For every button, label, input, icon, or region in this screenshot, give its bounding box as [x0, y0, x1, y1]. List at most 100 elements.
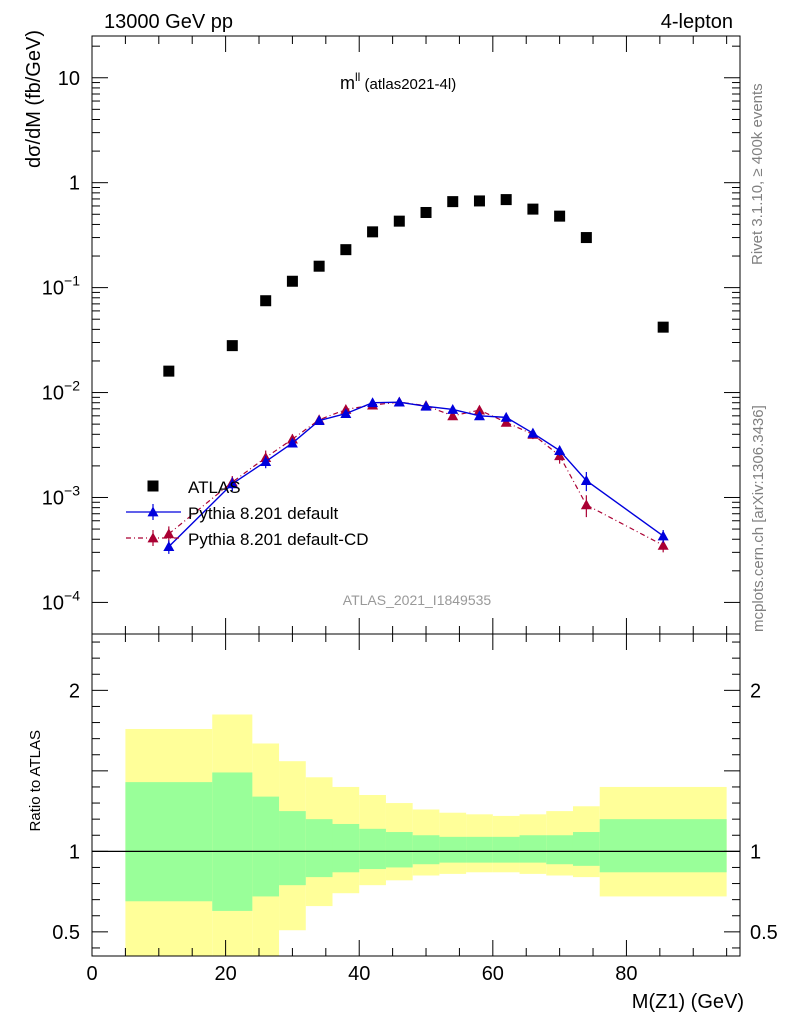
marker-pythia-default — [500, 411, 512, 422]
legend-marker-atlas — [147, 480, 159, 492]
ratio-band-inner — [492, 836, 520, 863]
ratio-y-tick-labels: 0.5 0.5 1 1 2 2 — [52, 680, 778, 944]
x-axis-label: M(Z1) (GeV) — [632, 991, 744, 1013]
marker-pythia-default — [393, 396, 405, 407]
main-title: mll (atlas2021-4l) — [340, 70, 456, 93]
ratio-band-inner — [439, 836, 467, 863]
ratio-y-tick-label: 1 — [69, 841, 80, 863]
marker-atlas — [473, 195, 485, 207]
x-tick-label: 20 — [214, 963, 236, 985]
marker-atlas — [286, 275, 298, 287]
ratio-band-inner — [332, 823, 360, 873]
ratio-band-inner — [279, 811, 306, 886]
main-y-tick-base: 10 — [42, 592, 64, 614]
marker-atlas — [226, 340, 238, 352]
ratio-band-inner — [572, 832, 600, 866]
marker-pythia-cd — [163, 528, 175, 539]
main-title-m: m — [340, 73, 355, 93]
main-y-tick-label: 10−4 — [42, 587, 80, 614]
ratio-y-tick-label-right: 2 — [750, 680, 761, 702]
marker-pythia-default — [367, 397, 379, 408]
ratio-band-inner — [305, 819, 333, 878]
analysis-id-label: ATLAS_2021_I1849535 — [343, 592, 492, 608]
ratio-plot-frame — [91, 633, 741, 957]
marker-pythia-default — [447, 403, 459, 414]
marker-pythia-default — [580, 475, 592, 485]
marker-pythia-cd — [500, 416, 512, 427]
rivet-label: Rivet 3.1.10, ≥ 400k events — [749, 83, 766, 265]
marker-pythia-cd — [447, 410, 459, 421]
ratio-y-tick-label-right: 1 — [750, 841, 761, 863]
x-tick-label: 0 — [86, 963, 97, 985]
main-y-tick-base: 10 — [42, 383, 64, 405]
x-tick-label: 60 — [482, 963, 504, 985]
marker-pythia-default — [420, 400, 432, 411]
series-line-pythia-default — [168, 401, 664, 548]
x-tick-label: 80 — [615, 963, 637, 985]
main-y-tick-base: 10 — [42, 487, 64, 509]
ratio-band-inner — [212, 772, 253, 911]
series-line-pythia-cd — [168, 401, 664, 546]
legend: ATLAS Pythia 8.201 default Pythia 8.201 de… — [126, 478, 369, 549]
main-y-tick-base: 1 — [69, 173, 80, 195]
ratio-band-inner — [385, 832, 413, 868]
marker-atlas — [367, 226, 379, 238]
main-title-sup: ll — [355, 70, 360, 84]
main-y-tick-exponent: −2 — [64, 378, 80, 394]
header-right-label: 4-lepton — [661, 11, 733, 33]
marker-pythia-default — [260, 456, 272, 466]
marker-atlas — [260, 295, 272, 307]
x-tick-label: 40 — [348, 963, 370, 985]
marker-pythia-default — [657, 530, 669, 541]
marker-atlas — [340, 244, 352, 256]
main-y-tick-label: 1 — [69, 173, 80, 195]
marker-pythia-cd — [657, 539, 669, 550]
marker-atlas — [393, 215, 405, 227]
main-y-tick-exponent: −4 — [64, 587, 80, 603]
ratio-band-inner — [546, 835, 573, 865]
marker-pythia-default — [340, 408, 352, 419]
ratio-band-inner — [466, 836, 493, 863]
main-y-tick-exponent: −3 — [64, 482, 80, 498]
ratio-y-tick-label-right: 0.5 — [750, 922, 778, 944]
main-y-tick-label: 10−3 — [42, 482, 80, 509]
ratio-band-inner — [412, 835, 440, 865]
marker-pythia-default — [163, 541, 175, 552]
marker-atlas — [163, 365, 175, 377]
legend-marker — [147, 506, 159, 517]
marker-pythia-default — [226, 478, 238, 489]
ratio-panel: 0.5 0.5 1 1 2 2 0 20 40 60 80 Ratio to ATLAS M(Z1… — [27, 633, 778, 1013]
legend-marker — [147, 532, 159, 543]
ratio-y-axis-label: Ratio to ATLAS — [27, 730, 44, 831]
marker-atlas — [580, 232, 592, 244]
ratio-band-inner — [519, 835, 547, 863]
marker-pythia-cd — [473, 404, 485, 415]
marker-pythia-cd — [580, 499, 592, 510]
main-y-tick-base: 10 — [42, 278, 64, 300]
marker-atlas — [527, 203, 539, 215]
marker-pythia-default — [473, 410, 485, 421]
main-y-tick-base: 10 — [58, 68, 80, 90]
ratio-band-inner — [359, 828, 386, 870]
legend-label: Pythia 8.201 default-CD — [188, 530, 369, 549]
marker-atlas — [500, 194, 512, 206]
marker-pythia-default — [527, 427, 539, 438]
ratio-y-tick-label: 2 — [69, 680, 80, 702]
main-y-tick-label: 10 — [58, 68, 80, 90]
mcplots-label: mcplots.cern.ch [arXiv:1306.3436] — [750, 405, 767, 632]
marker-pythia-default — [286, 437, 298, 448]
main-y-tick-label: 10−2 — [42, 378, 80, 405]
ratio-y-tick-label: 0.5 — [52, 922, 80, 944]
marker-atlas — [420, 206, 432, 218]
ratio-band-inner — [599, 819, 727, 873]
marker-atlas — [313, 260, 325, 272]
main-y-tick-label: 10−1 — [42, 273, 80, 300]
header-left-label: 13000 GeV pp — [104, 11, 233, 33]
marker-pythia-default — [554, 445, 566, 455]
marker-atlas — [657, 321, 669, 333]
main-plot-area — [91, 36, 740, 634]
main-title-sub: (atlas2021-4l) — [360, 76, 456, 93]
marker-atlas — [554, 210, 566, 222]
